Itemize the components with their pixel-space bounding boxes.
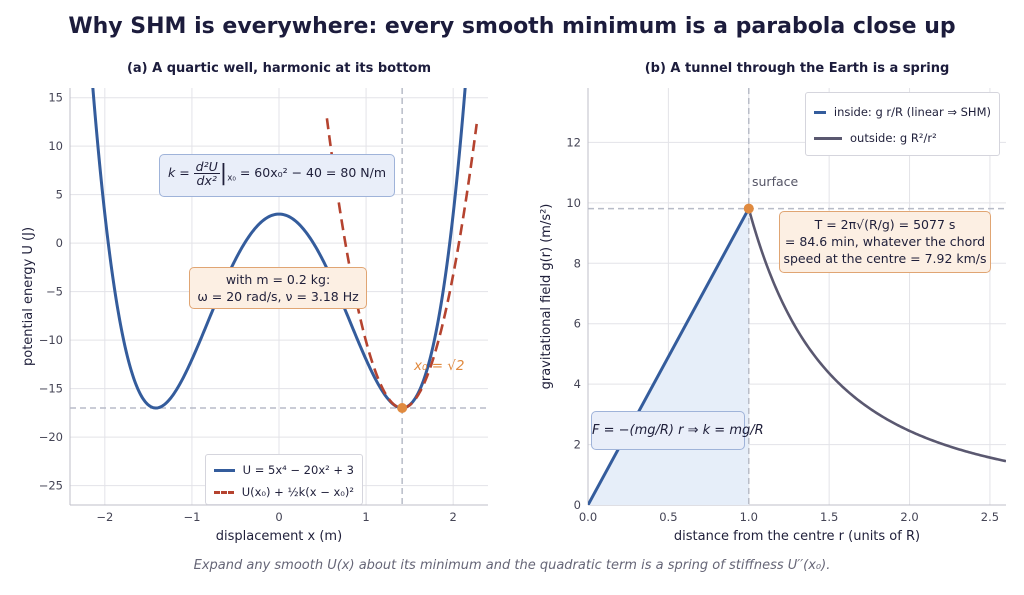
x-tick-label: −2 — [96, 510, 113, 524]
y-tick-label: 4 — [574, 377, 581, 391]
y-tick-label: −10 — [39, 333, 63, 347]
stiffness-prefix: k = — [167, 165, 190, 180]
legend-swatch-outside — [814, 136, 842, 140]
y-tick-label: −20 — [39, 430, 63, 444]
period-line-3: speed at the centre = 7.92 km/s — [783, 251, 987, 266]
stiffness-value: = 60x₀² − 40 = 80 N/m — [239, 165, 386, 180]
legend-label: U(x₀) + ½k(x − x₀)² — [241, 485, 354, 499]
x-tick-label: 2.5 — [981, 510, 999, 524]
x-tick-label: 1.5 — [820, 510, 838, 524]
y-tick-label: 15 — [48, 91, 63, 105]
legend-item-parabola: U(x₀) + ½k(x − x₀)² — [214, 481, 354, 503]
y-tick-label: −5 — [46, 285, 63, 299]
y-tick-label: −25 — [39, 479, 63, 493]
fraction-numerator: d²U — [193, 159, 220, 174]
period-line-2: = 84.6 min, whatever the chord — [784, 234, 986, 249]
x-axis-label: distance from the centre r (units of R) — [674, 529, 920, 544]
force-annotation: F = −(mg/R) r ⇒ k = mg/R — [591, 411, 764, 450]
evaluation-point: x₀ — [227, 173, 236, 184]
x-tick-label: −1 — [183, 510, 200, 524]
y-tick-label: −15 — [39, 382, 63, 396]
x-tick-label: 0 — [275, 510, 282, 524]
y-tick-label: 5 — [56, 188, 63, 202]
legend-item-quartic: U = 5x⁴ − 20x² + 3 — [214, 459, 354, 481]
y-tick-label: 10 — [48, 139, 63, 153]
y-tick-label: 6 — [574, 317, 581, 331]
x-tick-label: 2 — [450, 510, 457, 524]
x-tick-label: 0.5 — [659, 510, 677, 524]
stiffness-annotation: k = d²U dx² |x₀ = 60x₀² − 40 = 80 N/m — [159, 154, 395, 197]
legend-label: outside: g R²/r² — [850, 131, 937, 145]
figure-caption: Expand any smooth U(x) about its minimum… — [193, 558, 831, 573]
legend-item-outside: outside: g R²/r² — [814, 125, 991, 151]
x-axis-label: displacement x (m) — [216, 529, 342, 544]
x-tick-label: 2.0 — [900, 510, 918, 524]
surface-label: surface — [752, 174, 799, 189]
legend-label: inside: g r/R (linear ⇒ SHM) — [833, 105, 991, 119]
surface-point-marker — [743, 203, 754, 214]
panel-title: (b) A tunnel through the Earth is a spri… — [645, 61, 950, 76]
legend-swatch-solid — [214, 468, 235, 472]
panel-a-legend: U = 5x⁴ − 20x² + 3 U(x₀) + ½k(x − x₀)² — [205, 454, 363, 505]
second-derivative-fraction: d²U dx² — [193, 159, 220, 188]
minimum-point-label: x₀ = √2 — [414, 358, 465, 374]
inside-field-line — [588, 207, 751, 505]
y-tick-label: 0 — [56, 236, 63, 250]
minimum-point-marker — [397, 403, 408, 414]
y-tick-label: 10 — [566, 196, 581, 210]
panel-b-legend: inside: g r/R (linear ⇒ SHM) outside: g … — [805, 92, 1000, 156]
parameters-line-1: with m = 0.2 kg: — [225, 272, 331, 287]
x-tick-label: 0.0 — [579, 510, 597, 524]
figure-title: Why SHM is everywhere: every smooth mini… — [68, 14, 956, 39]
y-tick-label: 12 — [566, 135, 581, 149]
fraction-denominator: dx² — [196, 173, 217, 188]
period-line-1: T = 2π√(R/g) = 5077 s — [814, 217, 956, 232]
legend-item-inside: inside: g r/R (linear ⇒ SHM) — [814, 99, 991, 125]
legend-label: U = 5x⁴ − 20x² + 3 — [242, 463, 354, 477]
y-tick-label: 0 — [574, 498, 581, 512]
period-annotation: T = 2π√(R/g) = 5077 s = 84.6 min, whatev… — [779, 211, 991, 273]
y-axis-label: gravitational field g(r) (m/s²) — [539, 204, 554, 390]
x-tick-label: 1.0 — [740, 510, 758, 524]
y-tick-label: 8 — [574, 256, 581, 270]
outside-field-curve — [747, 208, 1006, 463]
legend-swatch-dashed — [214, 490, 234, 494]
x-tick-label: 1 — [362, 510, 369, 524]
y-axis-label: potential energy U (J) — [21, 227, 36, 366]
parameters-annotation: with m = 0.2 kg: ω = 20 rad/s, ν = 3.18 … — [189, 267, 367, 309]
legend-swatch-inside — [814, 110, 826, 114]
panel-title: (a) A quartic well, harmonic at its bott… — [127, 61, 431, 76]
y-tick-label: 2 — [574, 438, 581, 452]
parameters-line-2: ω = 20 rad/s, ν = 3.18 Hz — [197, 289, 359, 304]
